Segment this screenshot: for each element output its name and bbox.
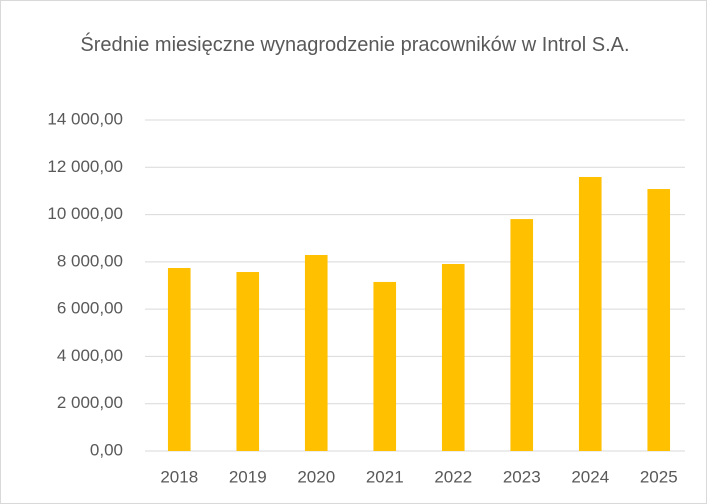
y-tick-label: 4 000,00 xyxy=(57,346,123,365)
y-tick-label: 14 000,00 xyxy=(47,109,123,128)
y-tick-label: 2 000,00 xyxy=(57,393,123,412)
y-tick-label: 8 000,00 xyxy=(57,251,123,270)
x-tick-label: 2023 xyxy=(503,467,541,486)
bar xyxy=(647,189,671,451)
y-tick-label: 6 000,00 xyxy=(57,299,123,318)
x-tick-label: 2020 xyxy=(297,467,335,486)
bar xyxy=(236,272,260,451)
bar xyxy=(441,263,465,451)
bar xyxy=(578,176,602,451)
x-tick-label: 2021 xyxy=(366,467,404,486)
y-tick-label: 12 000,00 xyxy=(47,157,123,176)
bar xyxy=(167,268,191,451)
y-tick-label: 0,00 xyxy=(90,440,123,459)
x-tick-label: 2022 xyxy=(434,467,472,486)
x-tick-label: 2025 xyxy=(640,467,678,486)
x-tick-label: 2024 xyxy=(571,467,609,486)
x-tick-label: 2018 xyxy=(160,467,198,486)
chart-title: Średnie miesięczne wynagrodzenie pracown… xyxy=(80,34,630,56)
y-tick-label: 10 000,00 xyxy=(47,204,123,223)
bar xyxy=(510,219,534,451)
bar xyxy=(373,281,397,451)
bar xyxy=(304,255,328,451)
x-tick-label: 2019 xyxy=(229,467,267,486)
